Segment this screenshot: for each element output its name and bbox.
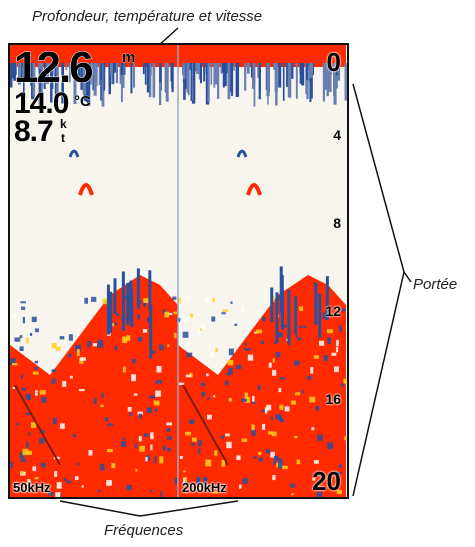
depth-scale-20: 20 bbox=[312, 466, 341, 496]
frequency-left-label: 50kHz bbox=[13, 480, 51, 495]
speed-value: 8.7 bbox=[14, 115, 55, 149]
depth-scale-0: 0 bbox=[326, 47, 341, 77]
sonar-screen[interactable]: 12.6 m 14.0 °C 8.7 k t 50kHz 200kHz 0 4 … bbox=[8, 43, 349, 499]
depth-scale-12: 12 bbox=[325, 303, 341, 319]
speed-unit-bottom: t bbox=[61, 131, 66, 146]
callout-range: Portée bbox=[413, 276, 458, 293]
sonar-display bbox=[10, 45, 347, 497]
depth-value: 12.6 bbox=[14, 43, 95, 93]
callout-frequencies: Fréquences bbox=[104, 522, 184, 539]
temperature-value: 14.0 bbox=[13, 87, 69, 121]
speed-unit-top: k bbox=[60, 117, 67, 132]
depth-unit: m bbox=[122, 49, 136, 67]
depth-scale-16: 16 bbox=[325, 391, 341, 407]
callout-depth-temp-speed: Profondeur, température et vitesse bbox=[32, 8, 263, 25]
depth-scale-8: 8 bbox=[333, 215, 341, 231]
depth-scale-4: 4 bbox=[333, 127, 341, 143]
frequency-right-label: 200kHz bbox=[182, 480, 227, 495]
temperature-unit: °C bbox=[74, 93, 91, 111]
